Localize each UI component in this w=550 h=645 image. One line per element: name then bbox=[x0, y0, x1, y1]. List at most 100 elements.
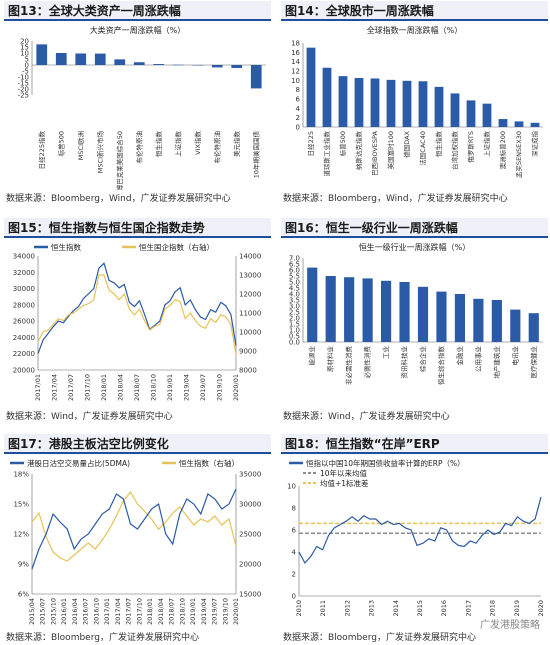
bar bbox=[417, 286, 429, 342]
bar bbox=[454, 294, 465, 342]
y-tick-label: 8 bbox=[292, 505, 296, 513]
bar bbox=[399, 282, 410, 342]
x-tick-label: 2020 bbox=[537, 600, 545, 617]
chart-17: 港股日沽空交易量占比(5DMA) 恒生指数（右轴） 6% 9% 12% 15% 18% 150… bbox=[10, 458, 261, 625]
x-tick-label: 2018/04 bbox=[117, 374, 125, 401]
bar bbox=[362, 278, 373, 342]
x-tick-label: 2019/07 bbox=[211, 598, 219, 625]
x-tick-label: 2017/10 bbox=[135, 598, 143, 625]
y-tick-label: 0 bbox=[296, 124, 300, 132]
x-tick-label: 澳洲标普200 bbox=[498, 131, 507, 169]
y2-tick-label: 25000 bbox=[239, 531, 261, 539]
y2-tick-label: 14000 bbox=[239, 253, 261, 261]
x-tick-label: 法国CAC40 bbox=[418, 131, 427, 166]
y-tick-label: -25 bbox=[18, 92, 29, 100]
x-tick-label: 2018/01 bbox=[100, 374, 108, 401]
y-tick-label: 12 bbox=[291, 68, 300, 76]
x-tick-label: 日经225 bbox=[306, 131, 315, 156]
y-tick-label: 8 bbox=[296, 86, 300, 94]
x-tick-label: 俄罗斯RTS bbox=[466, 131, 475, 163]
x-tick-label: 彭博巴克莱美国综合50 bbox=[115, 131, 124, 190]
x-tick-label: 2015/04 bbox=[28, 598, 36, 625]
y2-tick-label: 15000 bbox=[239, 591, 261, 599]
y-tick-label: 32000 bbox=[13, 269, 35, 277]
x-tick-label: 布伦特原油 bbox=[212, 131, 221, 164]
x-tick-label: 能源业 bbox=[307, 346, 316, 366]
bar bbox=[514, 121, 524, 127]
y-tick-label: 5 bbox=[25, 56, 29, 64]
bar bbox=[211, 65, 223, 68]
panel-18-source: 数据来源：Bloomberg，广发证券发展研究中心 bbox=[283, 633, 476, 643]
series-line-hsi bbox=[37, 262, 237, 354]
panel-17-source: 数据来源：Bloomberg，广发证券发展研究中心 bbox=[6, 633, 199, 643]
y-tick-label: 4 bbox=[292, 549, 297, 557]
x-tick-label: 2018/07 bbox=[168, 598, 176, 625]
x-tick-label: 2017/01 bbox=[103, 598, 111, 625]
x-tick-label: 2015/10 bbox=[49, 598, 57, 625]
x-tick-label: 医疗保健业 bbox=[529, 346, 538, 379]
y-tick-label: 2 bbox=[292, 571, 296, 579]
x-tick-label: 金融业 bbox=[455, 346, 464, 366]
x-tick-label: 英国富时100 bbox=[386, 131, 395, 169]
y-tick-label: 6.0 bbox=[289, 267, 300, 275]
x-tick-label: 标普500 bbox=[56, 131, 65, 156]
x-tick-label: 非必需性消费 bbox=[344, 346, 353, 386]
x-tick-label: 台湾加权指数 bbox=[450, 131, 459, 171]
x-tick-label: 德国DAX bbox=[402, 130, 411, 157]
bar bbox=[306, 47, 316, 127]
x-tick-label: 2020/01 bbox=[232, 598, 240, 625]
legend-label: 港股日沽空交易量占比(5DMA) bbox=[27, 458, 130, 468]
y-tick-label: 24000 bbox=[13, 334, 35, 342]
x-tick-label: 2017 bbox=[464, 600, 472, 617]
series-line-erp bbox=[298, 496, 542, 565]
x-tick-label: 孟买SENSEX30 bbox=[514, 131, 523, 178]
y-tick-label: 4.0 bbox=[289, 291, 300, 299]
x-tick-label: VIX指数 bbox=[193, 131, 202, 155]
x-tick-label: 标普500 bbox=[338, 131, 347, 156]
legend-label: 恒生国企指数（右轴） bbox=[139, 242, 214, 252]
y-tick-label: 18% bbox=[13, 471, 29, 479]
x-tick-label: 2017/07 bbox=[67, 374, 75, 401]
x-tick-label: 2019/01 bbox=[166, 374, 174, 401]
bar bbox=[231, 65, 243, 68]
y2-tick-label: 12000 bbox=[239, 291, 261, 299]
y-tick-label: 26000 bbox=[13, 318, 35, 326]
bar bbox=[402, 80, 412, 127]
bar bbox=[153, 64, 165, 65]
x-tick-label: 道琼斯工业指数 bbox=[322, 131, 331, 177]
y-tick-label: 3.0 bbox=[289, 303, 300, 311]
y-tick-label: 10 bbox=[287, 483, 296, 491]
x-tick-label: 2019/04 bbox=[200, 598, 208, 625]
bar bbox=[344, 277, 355, 342]
y2-tick-label: 35000 bbox=[239, 471, 261, 479]
panel-16-title: 图16：恒生一级行业一周涨跌幅 bbox=[281, 218, 548, 238]
y-tick-label: 10 bbox=[20, 50, 29, 58]
x-tick-label: 资讯科技业 bbox=[400, 346, 409, 379]
bar bbox=[192, 65, 204, 66]
bar bbox=[94, 53, 106, 65]
bar bbox=[466, 100, 476, 127]
panel-15-source: 数据来源：Wind，广发证券发展研究中心 bbox=[6, 412, 173, 422]
x-tick-label: 电讯业 bbox=[510, 346, 519, 366]
x-tick-label: 布伦特原油 bbox=[134, 131, 143, 164]
legend-label: 恒指以中国10年期国债收益率计算的ERP（%） bbox=[306, 458, 465, 468]
y2-tick-label: 10000 bbox=[239, 329, 261, 337]
y-tick-label: 7.0 bbox=[289, 255, 300, 263]
x-tick-label: 2017/10 bbox=[84, 374, 92, 401]
x-tick-label: 2019/01 bbox=[189, 598, 197, 625]
y-tick-label: 10 bbox=[291, 77, 300, 85]
y-tick-label: 4 bbox=[296, 105, 301, 113]
bar bbox=[133, 62, 145, 65]
x-tick-label: 工业 bbox=[381, 346, 390, 360]
y-tick-label: 1.0 bbox=[289, 327, 300, 335]
x-tick-label: 恒生指数 bbox=[434, 131, 443, 158]
chart-title: 恒生一级行业一周涨跌幅（%） bbox=[359, 242, 471, 252]
chart-14: 全球指数一周涨跌幅（%） 0 246 81012 141618 日经225 道琼斯工业指数标… bbox=[291, 25, 543, 178]
chart-title: 大类资产一周涨跌幅（%） bbox=[90, 25, 186, 35]
bar bbox=[528, 313, 539, 342]
x-tick-label: 2016/04 bbox=[71, 598, 79, 625]
panel-13-source: 数据来源：Bloomberg，Wind，广发证券发展研究中心 bbox=[6, 194, 231, 204]
y-tick-label: 3.5 bbox=[289, 297, 300, 305]
x-tick-label: 2019/04 bbox=[183, 374, 191, 401]
y-tick-label: 0 bbox=[25, 62, 29, 70]
